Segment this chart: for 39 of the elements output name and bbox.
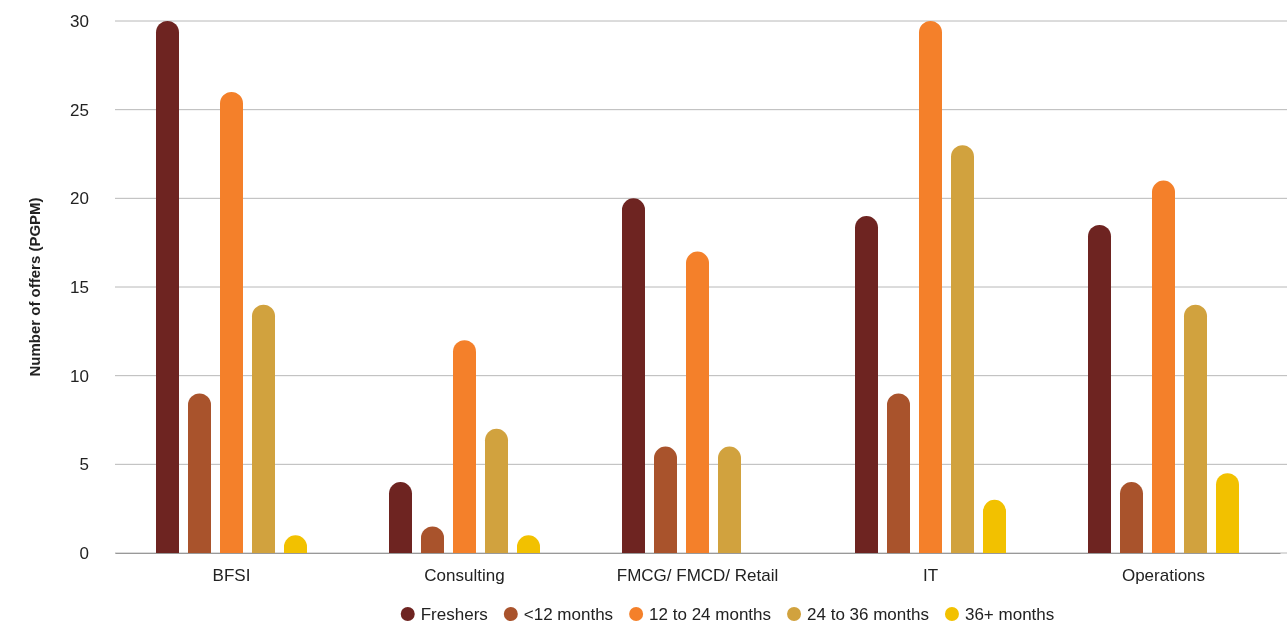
x-tick-label: IT <box>922 566 939 586</box>
bar <box>485 428 508 553</box>
y-tick-label: 25 <box>70 100 89 120</box>
bar <box>622 198 645 553</box>
y-tick-label: 5 <box>79 455 89 475</box>
x-tick-label: BFSI <box>212 566 251 586</box>
bar <box>887 393 910 553</box>
bar <box>188 393 211 553</box>
legend-label: 12 to 24 months <box>649 605 772 624</box>
bar <box>1120 482 1143 553</box>
bar <box>1184 304 1207 553</box>
bar <box>389 482 412 553</box>
y-tick-label: 30 <box>70 11 89 31</box>
bar <box>654 446 677 553</box>
y-tick-label: 15 <box>70 277 89 297</box>
bar <box>453 340 476 553</box>
bar <box>686 251 709 553</box>
bar <box>1088 224 1111 553</box>
bar <box>855 216 878 553</box>
y-tick-label: 20 <box>70 189 89 209</box>
x-tick-label: Consulting <box>424 566 505 586</box>
y-axis-title: Number of offers (PGPM) <box>26 197 43 377</box>
bar <box>951 145 974 553</box>
bar <box>718 446 741 553</box>
y-tick-label: 10 <box>70 366 89 386</box>
x-tick-label: Operations <box>1121 566 1206 586</box>
x-tick-label: FMCG/ FMCD/ Retail <box>616 566 779 586</box>
bar <box>1152 180 1175 553</box>
bar <box>220 91 243 553</box>
bar <box>1216 473 1239 553</box>
bar <box>252 304 275 553</box>
legend-label: <12 months <box>523 605 614 624</box>
bar <box>983 499 1006 553</box>
bar <box>919 21 942 553</box>
legend-label: Freshers <box>420 605 488 624</box>
legend-label: 24 to 36 months <box>807 605 929 624</box>
bar <box>156 21 179 553</box>
y-tick-label: 0 <box>79 543 89 563</box>
legend-label: 36+ months <box>964 605 1055 624</box>
